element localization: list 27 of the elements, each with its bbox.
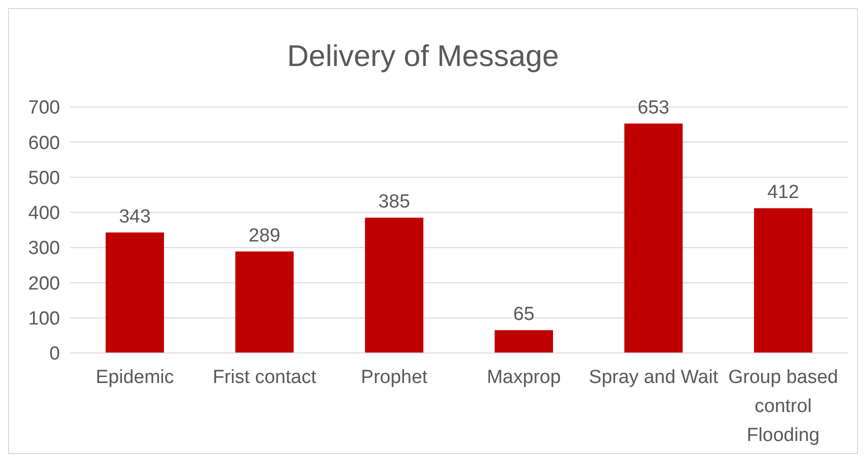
y-tick-label: 400 [28, 203, 60, 224]
bar [494, 330, 554, 353]
y-tick-label: 100 [28, 308, 60, 330]
data-label: 385 [378, 192, 410, 213]
bar [106, 232, 164, 353]
x-tick-label: Maxprop [486, 367, 561, 388]
bar [364, 218, 424, 353]
x-tick-label: Spray and Wait [588, 367, 719, 388]
y-tick-label: 600 [28, 132, 60, 154]
data-label: 289 [248, 225, 280, 246]
chart-title: Delivery of Message [287, 40, 559, 73]
data-label: 653 [638, 98, 670, 119]
y-tick-label: 700 [28, 98, 60, 119]
x-tick-label: Prophet [360, 367, 428, 388]
bar [754, 208, 812, 353]
data-label: 65 [513, 304, 534, 326]
x-tick-label: Frist contact [212, 367, 317, 388]
data-label: 343 [118, 206, 151, 228]
y-tick-label: 0 [49, 344, 60, 365]
y-tick-label: 500 [28, 168, 60, 189]
x-tick-label: Epidemic [96, 367, 174, 388]
y-tick-label: 300 [28, 238, 60, 260]
data-label: 412 [767, 182, 800, 204]
bar [235, 251, 294, 353]
bar [624, 124, 683, 353]
x-tick-label: Group based control Flooding [728, 367, 838, 446]
y-tick-label: 200 [28, 273, 60, 294]
